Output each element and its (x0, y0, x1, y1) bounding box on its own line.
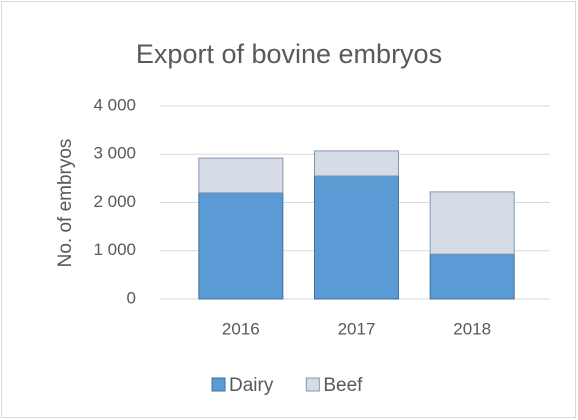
y-tick-label: 1 000 (93, 240, 136, 259)
y-axis-label: No. of embryos (55, 139, 76, 268)
bar-segment (429, 191, 515, 255)
y-tick-label: 2 000 (93, 192, 136, 211)
y-tick-label: 3 000 (93, 144, 136, 163)
x-tick-label: 2017 (338, 319, 376, 338)
bar-segment (198, 157, 284, 194)
bar-segment (314, 150, 399, 177)
x-tick-label: 2018 (453, 319, 491, 338)
bar-segment (198, 192, 284, 300)
y-tick-label: 0 (127, 288, 136, 307)
legend-label: Beef (323, 375, 363, 396)
y-tick-label: 4 000 (93, 95, 136, 114)
legend-swatch (305, 377, 320, 392)
legend-label: Dairy (229, 375, 274, 396)
x-tick-label: 2016 (222, 319, 260, 338)
bar-segment (429, 253, 515, 300)
legend-swatch (211, 377, 226, 392)
bar-segment (314, 175, 399, 300)
chart-title: Export of bovine embryos (136, 39, 442, 69)
